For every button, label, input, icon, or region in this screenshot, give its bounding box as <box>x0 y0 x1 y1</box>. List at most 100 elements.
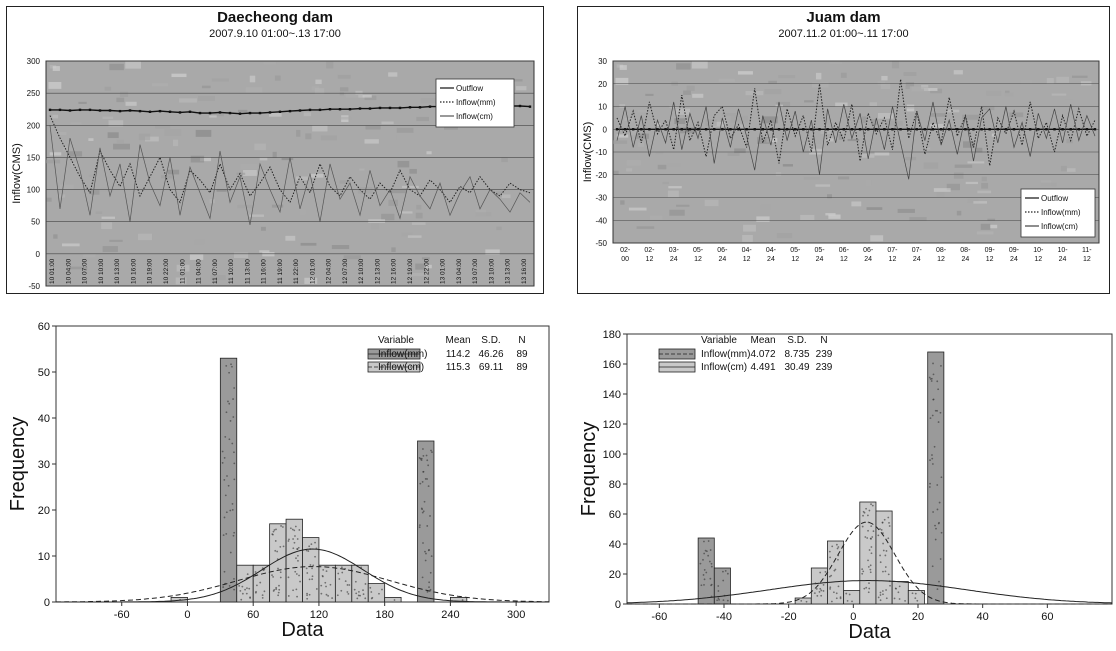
plot-texture <box>171 73 187 78</box>
bar-texture-dot <box>354 580 357 583</box>
x-tick-label: 09-12 <box>985 247 996 263</box>
plot-texture <box>155 125 171 129</box>
bar-texture-dot <box>834 568 837 571</box>
bar-texture-dot <box>228 438 231 441</box>
bar-texture-dot <box>931 463 934 465</box>
bar-texture-dot <box>223 516 226 519</box>
series-marker <box>88 108 92 112</box>
series-marker <box>328 108 332 111</box>
bar-texture-dot <box>355 592 358 595</box>
bar-texture-dot <box>224 494 227 497</box>
plot-texture <box>416 204 422 210</box>
bar-texture-dot <box>898 585 901 588</box>
plot-texture <box>308 173 324 178</box>
x-tick-label: -60 <box>651 611 667 623</box>
plot-texture <box>977 190 992 194</box>
plot-texture <box>775 104 784 107</box>
plot-texture <box>506 79 523 82</box>
bar-texture-dot <box>294 570 297 573</box>
plot-texture <box>331 245 350 250</box>
bar-texture-dot <box>233 387 236 389</box>
bar-texture-dot <box>277 567 279 570</box>
bar-texture-dot <box>241 585 244 588</box>
x-tick-label: 12 19:00 <box>407 258 414 284</box>
plot-texture <box>312 125 328 132</box>
y-tick-label: 60 <box>609 509 621 521</box>
bar-texture-dot <box>939 411 942 414</box>
bar-texture-dot <box>306 594 308 597</box>
bar-texture-dot <box>882 570 884 573</box>
x-tick-label: 10 22:00 <box>163 258 170 284</box>
histogram-bar <box>285 518 303 603</box>
plot-texture <box>1046 78 1054 85</box>
x-tick-label: 02-00 <box>620 247 631 263</box>
bar-texture-dot <box>271 533 274 536</box>
plot-texture <box>381 213 395 221</box>
bar-texture-dot <box>705 550 708 553</box>
bar-texture-dot <box>221 461 224 464</box>
plot-texture <box>775 171 782 177</box>
series-marker <box>118 109 122 113</box>
bar-texture-dot <box>338 578 341 580</box>
plot-texture <box>820 127 833 134</box>
bar-texture-dot <box>298 574 300 577</box>
bar-texture-dot <box>225 411 228 414</box>
bar-texture-dot <box>426 478 428 480</box>
bar-texture-dot <box>281 526 284 528</box>
series-marker <box>988 128 991 131</box>
bar-texture-dot <box>819 587 822 590</box>
bar-texture-dot <box>311 575 314 578</box>
plot-texture <box>210 275 226 281</box>
bar-texture-dot <box>830 600 833 603</box>
bar-texture-dot <box>864 536 867 538</box>
bar-texture-dot <box>231 508 234 511</box>
bar-texture-dot <box>424 559 427 562</box>
plot-texture <box>420 98 436 104</box>
bar-texture-dot <box>871 536 874 538</box>
series-marker <box>178 111 182 114</box>
bar-texture-dot <box>938 580 940 583</box>
legend-mean: 4.491 <box>750 362 775 373</box>
bar-texture-dot <box>822 590 825 592</box>
series-marker <box>721 128 724 131</box>
plot-texture <box>295 176 309 181</box>
bar-texture-dot <box>422 448 424 450</box>
series-marker <box>1085 128 1089 131</box>
bar-texture-dot <box>429 515 431 517</box>
bar-texture-dot <box>295 557 297 560</box>
bar-texture-dot <box>423 500 426 503</box>
plot-texture <box>411 222 426 225</box>
bar-texture-dot <box>879 561 882 564</box>
bar-texture-dot <box>879 554 881 557</box>
plot-texture <box>109 63 124 71</box>
plot-texture <box>209 111 224 117</box>
plot-texture <box>803 176 820 180</box>
bar-texture-dot <box>936 588 939 590</box>
plot-texture <box>742 234 753 242</box>
bar-texture-dot <box>726 572 729 575</box>
plot-texture <box>815 72 822 80</box>
series-marker <box>818 128 821 131</box>
bar-texture-dot <box>940 364 942 367</box>
plot-texture <box>269 112 282 117</box>
bar-texture-dot <box>357 594 360 597</box>
bar-texture-dot <box>427 485 430 487</box>
plot-texture <box>676 204 690 207</box>
bar-texture-dot <box>710 565 713 568</box>
bar-texture-dot <box>359 594 361 597</box>
plot-texture <box>88 174 97 177</box>
bar-texture-dot <box>297 559 299 562</box>
series-marker <box>632 128 635 131</box>
series-marker <box>218 111 222 114</box>
bar-texture-dot <box>914 592 917 595</box>
plot-texture <box>619 104 626 108</box>
bar-texture-dot <box>845 592 848 595</box>
bar-texture-dot <box>225 532 228 535</box>
bar-texture-dot <box>336 594 339 597</box>
plot-texture <box>881 75 888 81</box>
plot-texture <box>389 189 407 194</box>
plot-texture <box>963 141 975 148</box>
plot-texture <box>986 90 1002 96</box>
y-axis-label: Frequency <box>578 422 600 517</box>
x-tick-label: 12 10:00 <box>358 258 365 284</box>
